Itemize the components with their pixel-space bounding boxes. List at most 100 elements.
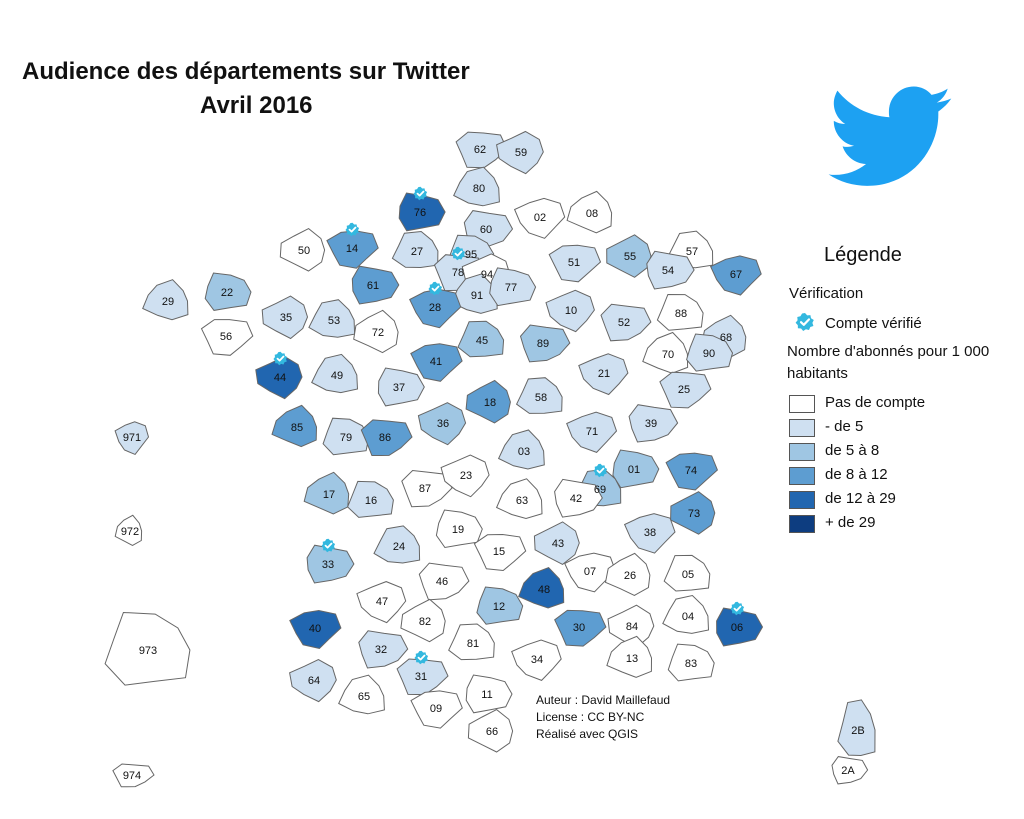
department-label: 47 [376,596,388,608]
legend-verified-label: Compte vérifié [825,315,922,332]
department-label: 59 [515,147,527,159]
department-label: 03 [518,446,530,458]
department-971 [114,421,150,456]
verified-badge-icon [451,246,466,261]
department-label: 41 [430,356,442,368]
department-label: 12 [493,601,505,613]
department-label: 61 [367,280,379,292]
verified-badges [273,186,745,665]
department-77 [489,267,537,307]
legend-class-swatch [789,515,815,533]
credit-software: Réalisé avec QGIS [536,727,639,741]
department-label: 94 [481,269,493,281]
verified-badge-icon [593,463,608,478]
department-label: 74 [685,465,697,477]
department-label: 79 [340,432,352,444]
department-label: 27 [411,246,423,258]
department-label: 69 [594,484,606,496]
department-81 [448,623,495,661]
department-label: 83 [685,658,697,670]
department-label: 81 [467,638,479,650]
department-label: 2B [851,725,864,737]
map-title: Audience des départements sur Twitter [22,58,470,85]
department-label: 95 [465,249,477,261]
department-label: 67 [730,269,742,281]
department-label: 33 [322,559,334,571]
legend-class-swatch [789,467,815,485]
department-62 [455,131,508,169]
department-2a [831,756,869,785]
legend-class-swatch [789,443,815,461]
legend-class-label: + de 29 [825,514,876,531]
department-07 [564,552,617,593]
department-22 [204,272,252,311]
department-label: 17 [323,489,335,501]
department-63 [495,478,543,520]
department-47 [356,581,407,624]
department-label: 82 [419,616,431,628]
department-14 [326,230,379,269]
department-label: 18 [484,397,496,409]
department-label: 90 [703,348,715,360]
department-06 [716,607,764,647]
department-label: 62 [474,144,486,156]
department-label: 49 [331,370,343,382]
twitter-bird-icon [828,86,954,195]
department-13 [606,635,653,678]
department-32 [358,630,409,669]
department-label: 22 [221,287,233,299]
department-45 [457,320,505,358]
department-label: 13 [626,653,638,665]
department-73 [670,491,716,535]
department-label: 53 [328,315,340,327]
department-label: 15 [493,546,505,558]
department-02 [513,197,566,239]
department-label: 04 [682,611,694,623]
department-41 [410,343,463,382]
department-974 [112,763,155,788]
department-label: 19 [452,524,464,536]
department-label: 11 [481,689,492,701]
legend-class-label: de 8 à 12 [825,466,888,483]
department-label: 51 [568,257,580,269]
department-83 [667,643,715,682]
department-label: 89 [537,338,549,350]
department-23 [440,454,490,498]
map-credits: Auteur : David Maillefaud License : CC B… [536,692,670,743]
department-25 [659,371,712,409]
department-24 [373,525,421,564]
verified-badge-icon [795,312,815,337]
department-31 [396,658,449,696]
department-74 [665,452,718,491]
department-label: 65 [358,691,370,703]
department-66 [467,709,514,753]
department-12 [476,586,524,625]
department-48 [518,567,565,609]
department-label: 86 [379,432,391,444]
department-label: 16 [365,495,377,507]
department-09 [410,690,463,729]
department-label: 44 [274,372,286,384]
legend-class-swatch [789,491,815,509]
department-16 [347,480,394,518]
department-label: 58 [535,392,547,404]
department-88 [656,293,704,331]
department-label: 08 [586,208,598,220]
department-35 [261,295,309,340]
department-17 [303,471,350,515]
verified-badge-icon [321,538,336,553]
verified-badge-icon [414,650,429,665]
department-label: 43 [552,538,564,550]
department-label: 36 [437,418,449,430]
department-37 [377,367,425,407]
department-label: 02 [534,212,546,224]
department-label: 57 [686,246,698,258]
department-76 [398,192,446,232]
department-label: 64 [308,675,320,687]
department-10 [545,289,595,333]
department-64 [289,659,337,703]
department-label: 68 [720,332,732,344]
department-29 [142,279,189,321]
department-label: 42 [570,493,582,505]
department-label: 30 [573,622,585,634]
